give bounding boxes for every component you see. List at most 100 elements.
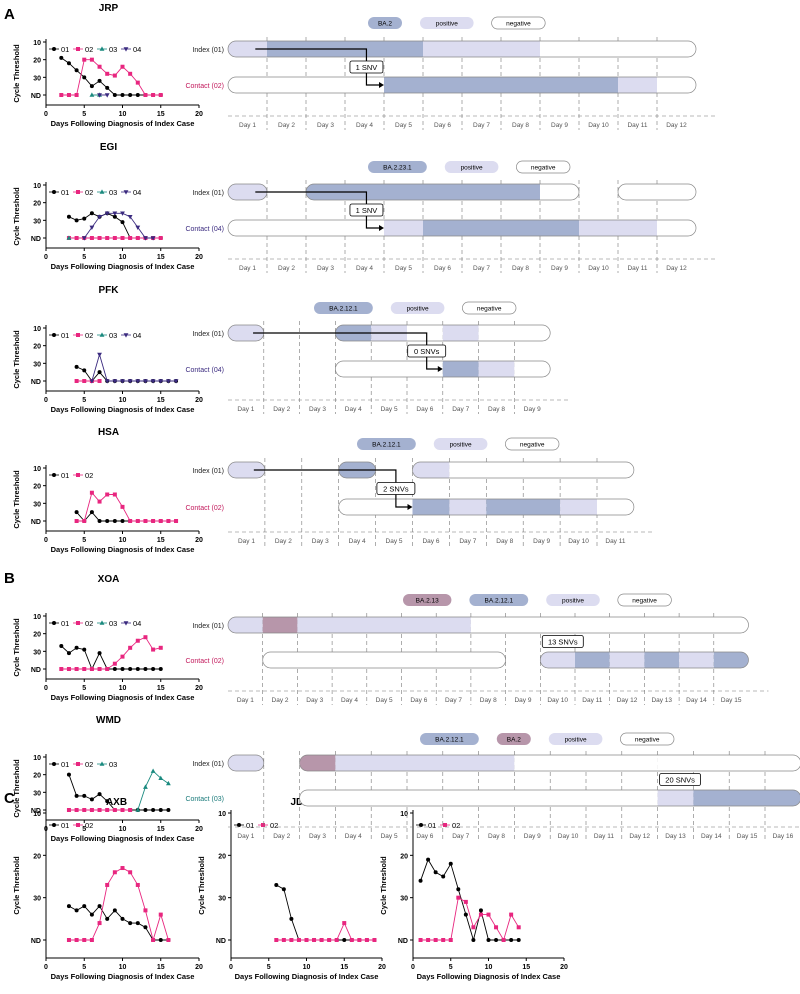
legend-pill-label: BA.2.12.1	[329, 306, 358, 313]
legend-marker-02	[76, 762, 80, 766]
data-point-04	[89, 225, 95, 230]
data-point-02	[105, 492, 110, 497]
data-point-02	[135, 519, 140, 523]
data-point-02	[441, 938, 446, 942]
data-point-01	[128, 93, 133, 97]
y-tick-label: 30	[33, 218, 41, 225]
x-tick-label: 10	[119, 254, 127, 261]
data-point-01	[456, 887, 461, 892]
legend-label: 01	[61, 331, 69, 340]
data-point-02	[501, 938, 506, 942]
legend-label: 02	[85, 821, 93, 830]
data-point-04	[81, 236, 87, 241]
legend-pill-label: negative	[477, 306, 502, 313]
x-tick-label: 5	[82, 826, 86, 833]
y-tick-label: ND	[31, 667, 41, 674]
day-label: Day 10	[568, 538, 589, 545]
day-label: Day 6	[422, 538, 439, 545]
data-point-01	[128, 921, 133, 926]
day-label: Day 2	[273, 406, 290, 413]
x-tick-label: 20	[195, 111, 203, 118]
status-segment-pos	[449, 499, 487, 515]
legend-pill	[433, 438, 488, 450]
day-label: Day 5	[381, 406, 398, 413]
data-point-01	[82, 216, 87, 221]
legend-pill	[368, 161, 427, 173]
day-label: Day 16	[773, 833, 794, 840]
series-line-02	[61, 59, 161, 96]
x-tick-label: 15	[340, 964, 348, 971]
y-axis-title: Cycle Threshold	[197, 856, 206, 915]
data-point-01	[74, 218, 79, 223]
legend-pill	[403, 594, 452, 606]
data-point-01	[74, 645, 79, 650]
y-axis-title: Cycle Threshold	[12, 44, 21, 103]
data-point-02	[448, 938, 453, 942]
data-point-02	[128, 870, 133, 875]
data-point-02	[304, 938, 309, 942]
y-tick-label: 20	[400, 853, 408, 860]
day-label: Day 11	[627, 265, 647, 272]
data-point-04	[173, 379, 179, 384]
data-point-02	[89, 236, 94, 240]
data-point-03	[150, 768, 156, 773]
data-point-02	[151, 93, 156, 97]
ct-chart-wmd: WMD102030ND05101520Days Following Diagno…	[12, 715, 203, 843]
data-point-01	[59, 644, 64, 649]
contact-row-label: Contact (03)	[185, 796, 224, 803]
data-point-04	[127, 379, 133, 384]
day-label: Day 15	[737, 833, 758, 840]
y-tick-label: 10	[33, 811, 41, 818]
data-point-01	[135, 93, 140, 97]
day-label: Day 11	[594, 833, 614, 840]
status-segment-pos	[228, 325, 264, 341]
day-label: Day 5	[381, 833, 398, 840]
x-tick-label: 10	[303, 964, 311, 971]
x-tick-label: 20	[195, 826, 203, 833]
data-point-02	[166, 938, 171, 942]
legend-label: 04	[133, 331, 141, 340]
y-tick-label: 30	[33, 501, 41, 508]
data-point-02	[105, 808, 110, 812]
data-point-02	[143, 635, 148, 640]
status-segment-neg	[657, 755, 800, 771]
data-point-03	[66, 235, 72, 240]
status-segment-pos	[228, 462, 265, 478]
data-point-01	[471, 938, 476, 942]
data-point-04	[112, 379, 118, 384]
data-point-01	[89, 510, 94, 515]
x-tick-label: 5	[82, 964, 86, 971]
legend-pill	[368, 17, 402, 29]
data-point-02	[82, 519, 87, 523]
index-row-label: Index (01)	[192, 761, 224, 768]
legend-marker-03	[99, 761, 105, 766]
day-label: Day 7	[459, 538, 476, 545]
data-point-02	[112, 236, 117, 240]
data-point-01	[105, 85, 110, 90]
status-segment-neg	[478, 325, 551, 341]
legend-pill-label: positive	[407, 306, 429, 313]
status-segment-pos	[579, 220, 657, 236]
legend-pill-label: positive	[461, 165, 483, 172]
data-point-02	[89, 667, 94, 671]
series-line-02	[69, 867, 169, 942]
data-point-02	[97, 921, 102, 926]
data-point-02	[66, 938, 71, 942]
data-point-02	[128, 808, 133, 812]
data-point-01	[143, 667, 148, 671]
data-point-01	[112, 667, 117, 671]
data-point-02	[128, 645, 133, 650]
day-label: Day 13	[651, 697, 672, 704]
x-tick-label: 10	[119, 111, 127, 118]
day-label: Day 4	[345, 833, 362, 840]
data-point-01	[143, 808, 148, 812]
status-segment-pos	[560, 499, 597, 515]
data-point-02	[128, 519, 133, 523]
timeline-xoa: BA.2.13 BA.2.12.1 positive negative Day 1 Day…	[185, 593, 769, 705]
day-label: Day 4	[356, 122, 373, 129]
data-point-04	[97, 215, 102, 220]
data-point-02	[82, 57, 87, 62]
